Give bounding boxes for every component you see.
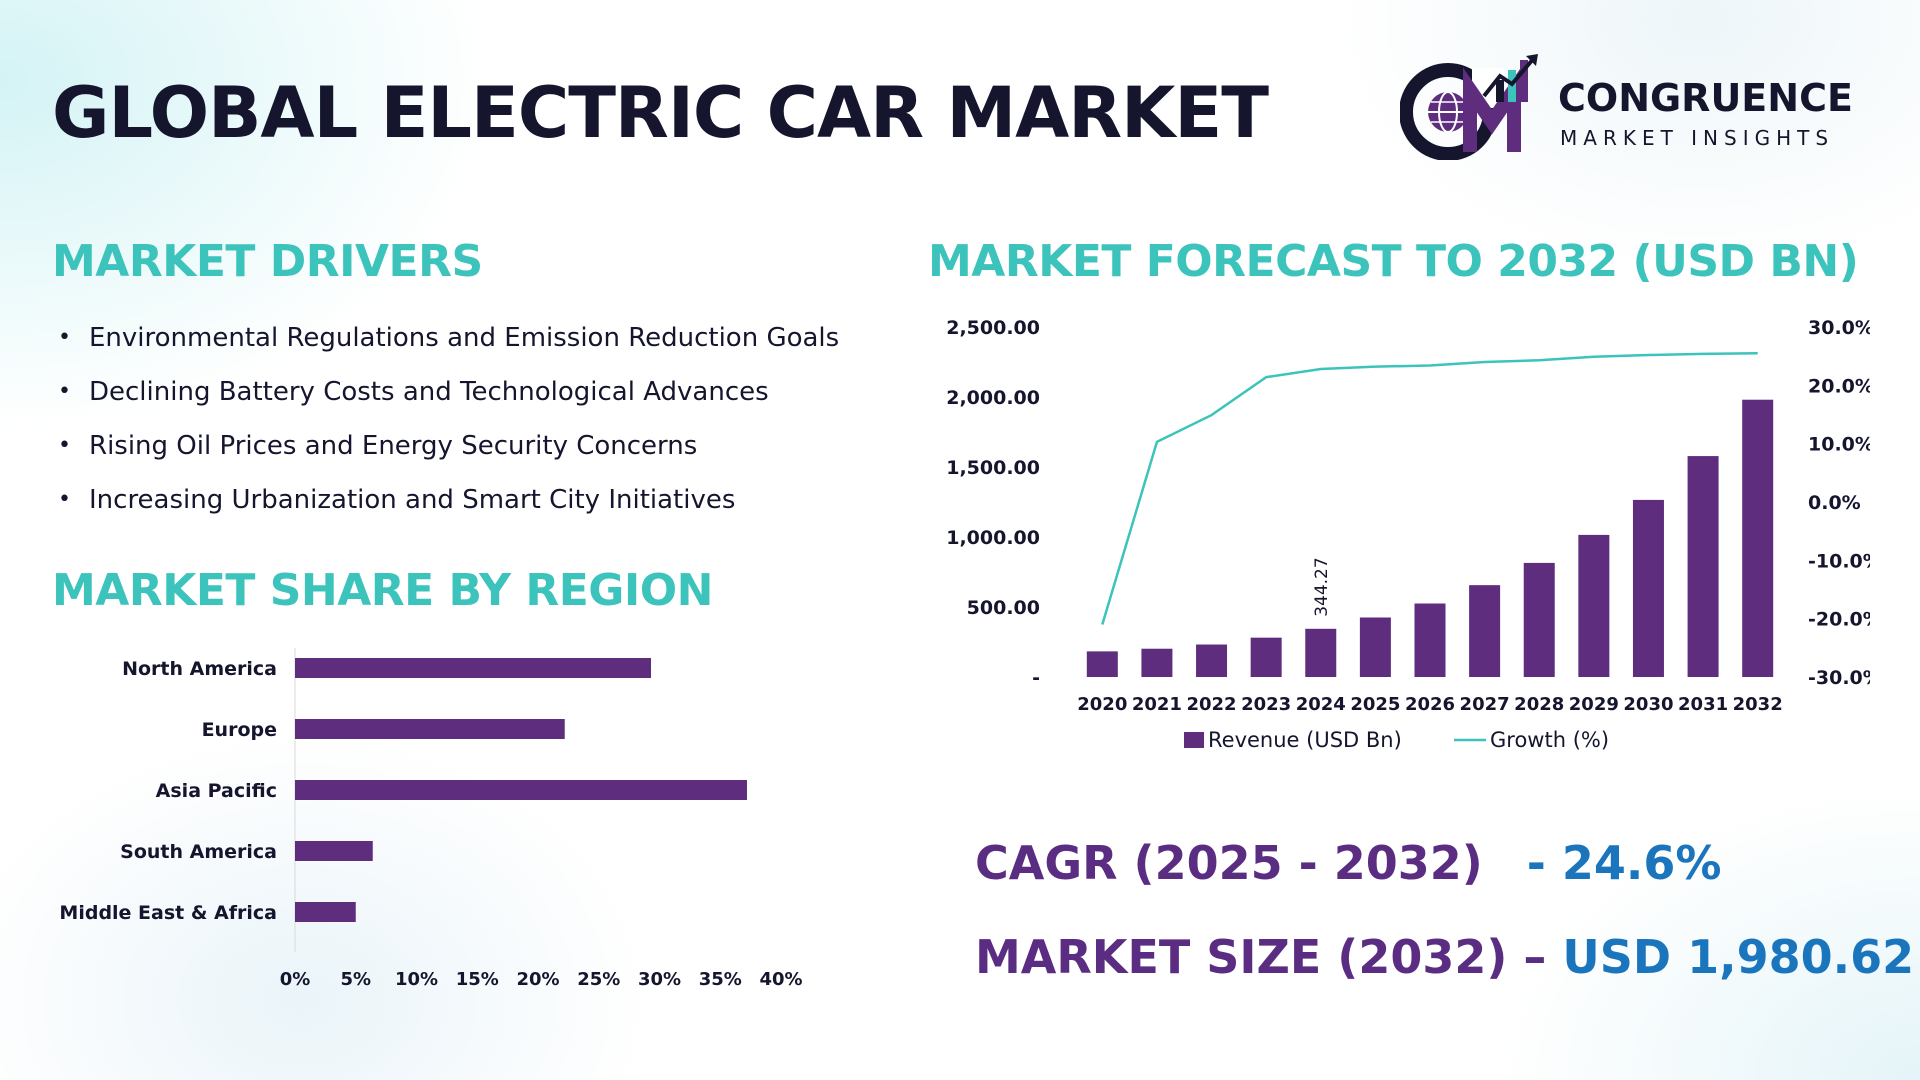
forecast-x-tick: 2022 xyxy=(1186,694,1236,715)
forecast-x-tick: 2032 xyxy=(1733,694,1783,715)
revenue-bar xyxy=(1523,562,1555,677)
forecast-x-tick: 2028 xyxy=(1514,694,1564,715)
forecast-right-tick: -30.0% xyxy=(1808,667,1870,689)
forecast-left-tick: 500.00 xyxy=(967,597,1040,619)
revenue-bar xyxy=(1305,628,1337,677)
region-bar xyxy=(295,841,373,861)
region-x-tick: 10% xyxy=(395,969,438,990)
forecast-right-tick: 20.0% xyxy=(1808,375,1870,397)
region-share-title: MARKET SHARE BY REGION xyxy=(52,565,714,616)
region-bar xyxy=(295,658,651,678)
region-x-tick: 35% xyxy=(699,969,742,990)
region-category-label: Middle East & Africa xyxy=(59,902,277,924)
legend-revenue-swatch xyxy=(1184,732,1204,748)
forecast-x-tick: 2025 xyxy=(1350,694,1400,715)
forecast-x-tick: 2031 xyxy=(1678,694,1728,715)
market-drivers-title: MARKET DRIVERS xyxy=(52,236,483,287)
forecast-title: MARKET FORECAST TO 2032 (USD BN) xyxy=(928,236,1859,287)
forecast-right-tick: 10.0% xyxy=(1808,434,1870,456)
forecast-x-tick: 2024 xyxy=(1296,694,1346,715)
forecast-right-tick: 30.0% xyxy=(1808,317,1870,339)
market-size-kpi: MARKET SIZE (2032) – USD 1,980.62 BN xyxy=(975,930,1920,984)
forecast-x-tick: 2027 xyxy=(1460,694,1510,715)
region-x-tick: 15% xyxy=(456,969,499,990)
cagr-kpi: CAGR (2025 - 2032) - 24.6% xyxy=(975,836,1721,890)
forecast-left-tick: 2,000.00 xyxy=(946,387,1040,409)
forecast-x-tick: 2023 xyxy=(1241,694,1291,715)
driver-item: Increasing Urbanization and Smart City I… xyxy=(58,480,839,534)
growth-line xyxy=(1101,352,1758,625)
forecast-right-tick: -10.0% xyxy=(1808,550,1870,572)
region-category-label: South America xyxy=(120,841,277,863)
region-category-label: North America xyxy=(122,658,277,680)
forecast-x-tick: 2030 xyxy=(1623,694,1673,715)
revenue-bar xyxy=(1742,399,1774,677)
logo-tagline: MARKET INSIGHTS xyxy=(1560,126,1835,150)
region-x-tick: 0% xyxy=(280,969,311,990)
driver-item: Declining Battery Costs and Technologica… xyxy=(58,372,839,426)
region-category-label: Asia Pacific xyxy=(156,780,277,802)
driver-item: Rising Oil Prices and Energy Security Co… xyxy=(58,426,839,480)
forecast-right-tick: -20.0% xyxy=(1808,609,1870,631)
drivers-list: Environmental Regulations and Emission R… xyxy=(58,318,839,534)
forecast-right-tick: 0.0% xyxy=(1808,492,1861,514)
revenue-bar xyxy=(1196,644,1228,677)
forecast-x-tick: 2020 xyxy=(1077,694,1127,715)
revenue-bar xyxy=(1414,603,1446,677)
revenue-bar xyxy=(1086,651,1118,677)
revenue-bar xyxy=(1578,534,1610,677)
forecast-left-tick: - xyxy=(1032,667,1040,689)
legend-revenue-label: Revenue (USD Bn) xyxy=(1208,728,1402,752)
region-x-tick: 5% xyxy=(340,969,371,990)
region-x-tick: 30% xyxy=(638,969,681,990)
revenue-bar xyxy=(1469,585,1501,677)
logo-wordmark: CONGRUENCE xyxy=(1558,76,1853,120)
cagr-label: CAGR (2025 - 2032) xyxy=(975,836,1483,890)
revenue-bar xyxy=(1359,617,1391,677)
revenue-bar xyxy=(1250,637,1282,677)
legend-growth-label: Growth (%) xyxy=(1490,728,1609,752)
cagr-value: - 24.6% xyxy=(1526,836,1722,890)
forecast-left-tick: 1,000.00 xyxy=(946,527,1040,549)
company-logo: CONGRUENCE MARKET INSIGHTS xyxy=(1400,50,1870,160)
region-x-tick: 20% xyxy=(516,969,559,990)
revenue-bar xyxy=(1141,648,1173,677)
market-size-value: USD 1,980.62 BN xyxy=(1562,930,1920,984)
region-bar xyxy=(295,902,356,922)
page-title: GLOBAL ELECTRIC CAR MARKET xyxy=(52,72,1269,154)
forecast-chart: - 500.00 1,000.00 1,500.00 2,000.00 2,500.00 -… xyxy=(946,317,1870,752)
forecast-x-tick: 2029 xyxy=(1569,694,1619,715)
region-bar xyxy=(295,780,747,800)
market-size-label: MARKET SIZE (2032) – xyxy=(975,930,1547,984)
region-x-tick: 40% xyxy=(759,969,802,990)
revenue-bar xyxy=(1632,499,1664,677)
region-share-chart: North America Europe Asia Pacific South Ame… xyxy=(59,648,803,990)
revenue-bar xyxy=(1687,456,1719,677)
logo-mark-icon xyxy=(1400,54,1538,160)
region-bar xyxy=(295,719,565,739)
forecast-left-tick: 2,500.00 xyxy=(946,317,1040,339)
forecast-x-tick: 2026 xyxy=(1405,694,1455,715)
region-x-tick: 25% xyxy=(577,969,620,990)
driver-item: Environmental Regulations and Emission R… xyxy=(58,318,839,372)
forecast-left-tick: 1,500.00 xyxy=(946,457,1040,479)
revenue-data-label: 344.27 xyxy=(1312,557,1332,616)
region-category-label: Europe xyxy=(202,719,277,741)
forecast-x-tick: 2021 xyxy=(1132,694,1182,715)
